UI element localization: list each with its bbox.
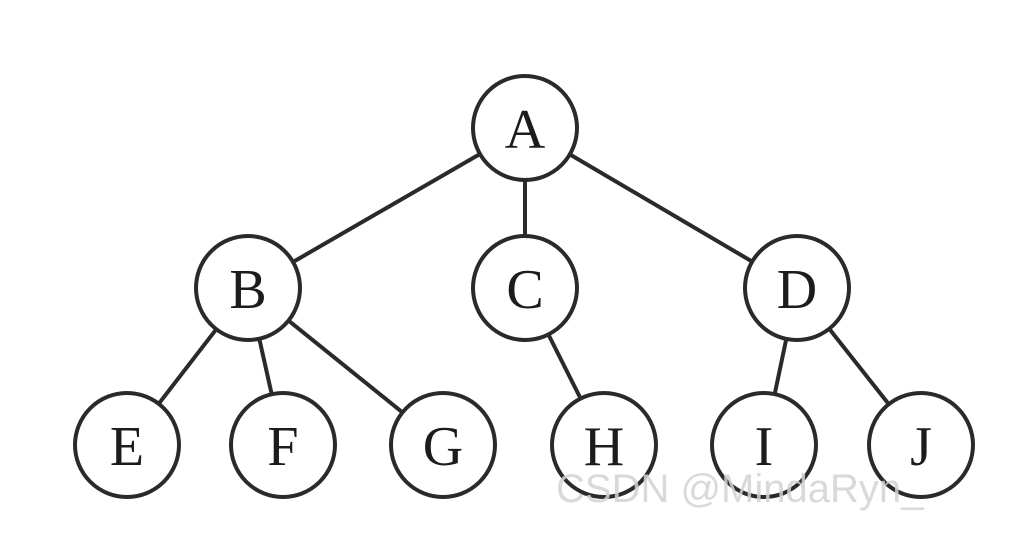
edge-a-d (567, 152, 755, 264)
edge-d-i (772, 336, 789, 397)
tree-node-h: H (550, 391, 658, 499)
node-circle (867, 391, 975, 499)
node-label: J (910, 416, 932, 478)
node-label: F (267, 416, 298, 478)
tree-node-i: I (710, 391, 818, 499)
node-label: A (505, 99, 546, 161)
node-circle (389, 391, 497, 499)
node-label: G (423, 416, 463, 478)
tree-node-b: B (194, 234, 302, 342)
edge-b-f (257, 336, 274, 397)
edge-b-g (286, 318, 405, 415)
node-label: B (229, 259, 266, 321)
tree-node-j: J (867, 391, 975, 499)
tree-node-c: C (471, 234, 579, 342)
node-label: H (584, 416, 624, 478)
edge-b-e (156, 327, 219, 406)
node-circle (229, 391, 337, 499)
node-label: C (506, 259, 543, 321)
tree-node-a: A (471, 74, 579, 182)
node-circle (710, 391, 818, 499)
node-label: E (110, 416, 144, 478)
node-circle (550, 391, 658, 499)
node-label: D (777, 259, 817, 321)
node-circle (194, 234, 302, 342)
tree-node-d: D (743, 234, 851, 342)
edge-c-h (546, 332, 583, 401)
node-label: I (755, 416, 774, 478)
tree-node-g: G (389, 391, 497, 499)
edges-layer (156, 152, 891, 415)
node-circle (471, 234, 579, 342)
node-circle (471, 74, 579, 182)
edge-d-j (827, 326, 891, 407)
nodes-layer: A B C D E F G H I J (73, 74, 975, 499)
node-circle (743, 234, 851, 342)
node-circle (73, 391, 181, 499)
watermark-text: CSDN @MindaRyn_ (556, 467, 924, 511)
tree-node-e: E (73, 391, 181, 499)
edge-a-b (291, 152, 482, 264)
tree-node-f: F (229, 391, 337, 499)
